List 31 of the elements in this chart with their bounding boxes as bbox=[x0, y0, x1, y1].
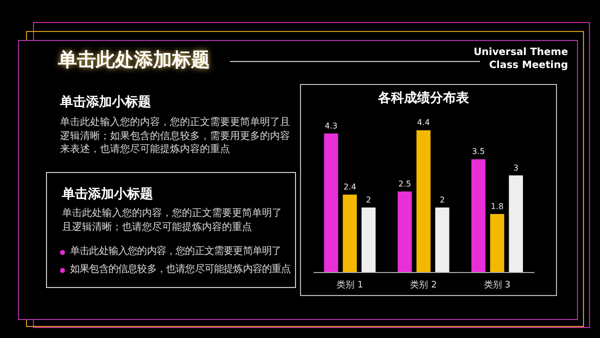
text: 单击此处输入您的内容，您的正文需要更简单明了 bbox=[70, 245, 282, 258]
bar bbox=[398, 191, 412, 272]
text: Class Meeting bbox=[489, 59, 568, 72]
bar bbox=[508, 175, 523, 272]
x-tick-label: 类别 2 bbox=[410, 280, 437, 290]
data-label: 2.4 bbox=[343, 182, 356, 192]
text: 单击添加小标题 bbox=[60, 94, 151, 112]
bar bbox=[471, 159, 486, 272]
bar bbox=[324, 133, 338, 272]
text: 单击此处输入您的内容，您的正文需要更简单明了且逻辑清晰；也请您尽可能提炼内容的重点 bbox=[62, 207, 283, 234]
bar bbox=[416, 130, 431, 272]
x-tick-label: 类别 1 bbox=[336, 280, 364, 290]
x-tick-label: 类别 3 bbox=[484, 280, 510, 290]
text: 单击此处输入您的内容，您的正文需要更简单明了且逻辑清晰；如果包含的信息较多，需要用更多的内容来表述，也请您尽可能提炼内容的重点 bbox=[60, 116, 291, 156]
data-label: 3 bbox=[513, 163, 518, 172]
data-label: 2 bbox=[366, 196, 372, 205]
bar bbox=[342, 194, 357, 272]
data-label: 4.3 bbox=[324, 121, 338, 130]
text: 单击此处添加标题 bbox=[58, 48, 210, 73]
chart-title: 各科成绩分布表 bbox=[377, 91, 470, 106]
data-label: 2 bbox=[440, 196, 445, 205]
bar bbox=[362, 208, 376, 272]
bar bbox=[435, 208, 450, 272]
text: Universal Theme bbox=[474, 46, 568, 60]
bar bbox=[490, 214, 504, 272]
text: 如果包含的信息较多，也请您尽可能提炼内容的重点 bbox=[70, 263, 291, 276]
data-label: 4.4 bbox=[417, 118, 430, 128]
data-label: 2.5 bbox=[398, 179, 412, 188]
data-label: 1.8 bbox=[490, 202, 504, 211]
data-label: 3.5 bbox=[472, 147, 485, 156]
text: 单击添加小标题 bbox=[62, 186, 153, 204]
